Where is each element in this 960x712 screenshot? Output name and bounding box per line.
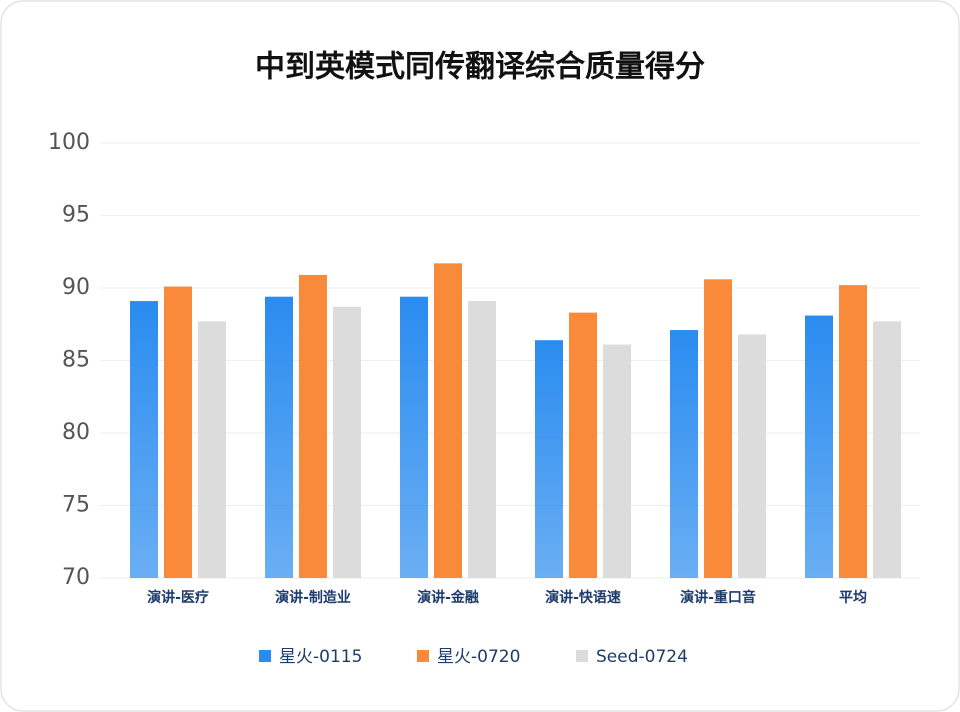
bar bbox=[873, 321, 901, 578]
x-tick-label: 演讲-医疗 bbox=[147, 589, 209, 606]
bar bbox=[468, 301, 496, 578]
bar bbox=[535, 340, 563, 578]
x-tick-label: 平均 bbox=[839, 589, 867, 606]
y-tick-label: 70 bbox=[62, 565, 90, 590]
bar bbox=[839, 285, 867, 578]
legend-label: 星火-0720 bbox=[437, 647, 520, 667]
bar bbox=[400, 296, 428, 578]
bar bbox=[333, 306, 361, 578]
y-tick-label: 80 bbox=[62, 420, 90, 445]
x-tick-label: 演讲-重口音 bbox=[680, 589, 756, 606]
legend-swatch bbox=[259, 650, 271, 662]
legend-label: Seed-0724 bbox=[596, 647, 688, 667]
bar bbox=[198, 321, 226, 578]
bar bbox=[299, 274, 327, 578]
bar bbox=[569, 312, 597, 578]
bar bbox=[265, 296, 293, 578]
y-tick-label: 85 bbox=[62, 348, 90, 373]
chart-title: 中到英模式同传翻译综合质量得分 bbox=[255, 50, 705, 85]
y-tick-label: 100 bbox=[48, 130, 90, 155]
bar bbox=[603, 344, 631, 578]
bar bbox=[434, 263, 462, 578]
bar bbox=[670, 330, 698, 578]
legend-swatch bbox=[417, 650, 429, 662]
y-tick-label: 90 bbox=[62, 275, 90, 300]
x-tick-label: 演讲-金融 bbox=[417, 589, 479, 606]
bar bbox=[130, 301, 158, 578]
x-tick-label: 演讲-制造业 bbox=[275, 589, 351, 606]
bar bbox=[704, 279, 732, 578]
y-tick-label: 75 bbox=[62, 493, 90, 518]
bar bbox=[164, 286, 192, 578]
x-tick-label: 演讲-快语速 bbox=[545, 589, 621, 606]
legend-label: 星火-0115 bbox=[279, 647, 362, 667]
y-tick-label: 95 bbox=[62, 203, 90, 228]
legend-swatch bbox=[576, 650, 588, 662]
bar bbox=[738, 334, 766, 578]
bar bbox=[805, 315, 833, 578]
